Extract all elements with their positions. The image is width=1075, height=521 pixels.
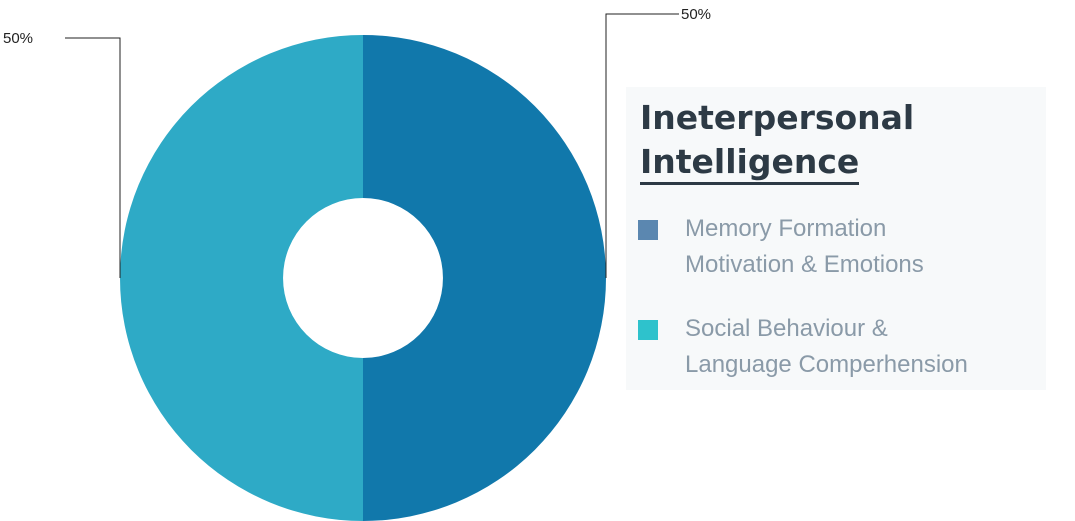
legend-label-line: Motivation & Emotions: [685, 251, 924, 278]
data-labels-layer: 50% 50%: [3, 6, 711, 47]
legend-title-line-2: Intelligence: [640, 142, 860, 185]
leader-line: [65, 37, 121, 278]
slices-layer: [120, 35, 606, 521]
data-label: 50%: [681, 6, 711, 23]
donut-slice: [363, 35, 606, 521]
legend-label: Social Behaviour & Language Comperhensio…: [685, 311, 968, 383]
legend-swatch: [638, 320, 658, 340]
leader-line: [605, 13, 679, 278]
legend-label: Memory Formation Motivation & Emotions: [685, 211, 924, 283]
legend-label-line: Memory Formation: [685, 215, 887, 242]
legend-swatch: [638, 220, 658, 240]
legend-title-line-1: Ineterpersonal: [640, 98, 915, 137]
legend-label-line: Social Behaviour &: [685, 315, 888, 342]
data-label: 50%: [3, 30, 33, 47]
leader-lines-layer: [65, 13, 679, 278]
legend-label-line: Language Comperhension: [685, 351, 968, 378]
donut-slice: [120, 35, 363, 521]
legend-title: Ineterpersonal Intelligence: [640, 96, 914, 185]
legend-panel: [626, 87, 1046, 390]
